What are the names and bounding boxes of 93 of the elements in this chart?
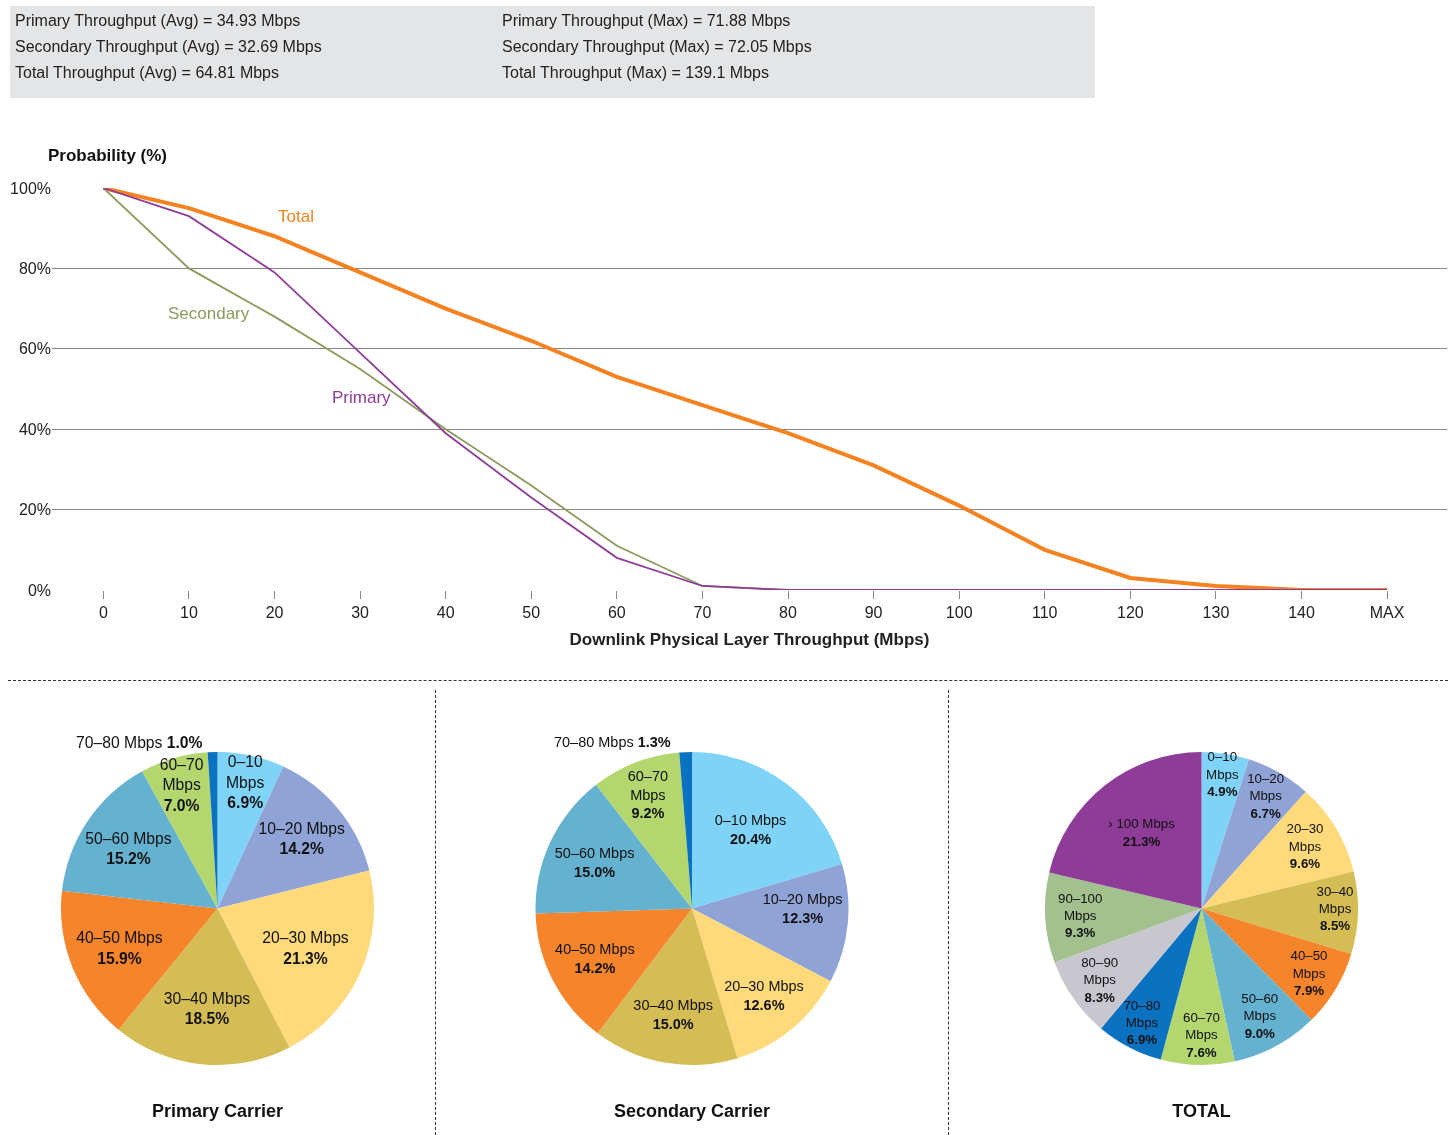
slice-label: 50–60 Mbps	[85, 829, 172, 847]
data-label: 18.5%	[184, 1010, 230, 1028]
data-label: 7.6%	[1186, 1044, 1217, 1060]
slice-label: 10–20 Mbps	[1247, 771, 1285, 804]
x-tick-label: 10	[180, 604, 198, 622]
data-label: 1.0%	[166, 733, 203, 751]
text: Primary Throughput (Avg) = 34.93 Mbps	[15, 12, 302, 31]
text: Primary Throughput (Max) = 71.88 Mbps	[502, 12, 792, 31]
data-label: 12.6%	[743, 996, 785, 1013]
slice-label: 30–40 Mbps	[163, 989, 251, 1007]
slice-label: 50–60 Mbps	[554, 844, 635, 861]
data-label: 15.2%	[106, 850, 151, 868]
text: Secondary Throughput (Avg) = 32.69 Mbps	[15, 38, 323, 57]
text: Secondary Throughput (Max) = 72.05 Mbps	[502, 38, 813, 57]
data-label: 21.3%	[1122, 833, 1161, 849]
data-label: 8.3%	[1084, 989, 1116, 1005]
slice-label: 20–30 Mbps	[262, 929, 349, 947]
x-tick-label: MAX	[1369, 604, 1405, 622]
slice-label: › 100 Mbps	[1108, 816, 1176, 832]
data-label: 6.9%	[227, 794, 264, 812]
x-tick-label: 60	[607, 604, 626, 622]
slice-label: 20–30 Mbps	[1286, 821, 1324, 854]
x-tick-label: 70	[693, 604, 712, 622]
pie-slice	[1160, 908, 1235, 1065]
data-label: 8.5%	[1319, 918, 1351, 934]
y-tick-label: 40%	[18, 420, 51, 438]
slice-label: 40–50 Mbps	[1290, 948, 1328, 981]
y-tick-label: 60%	[18, 340, 51, 358]
x-tick-label: 30	[351, 604, 370, 622]
slice-label: 70–80 Mbps	[1123, 997, 1161, 1031]
slice-label: 70–80 Mbps	[554, 734, 634, 751]
data-label: 7.9%	[1293, 983, 1325, 999]
data-label: 20.4%	[730, 831, 772, 848]
slice-label: 90–100 Mbps	[1058, 890, 1103, 924]
text: Total Throughput (Max) = 139.1 Mbps	[502, 64, 770, 83]
data-label: 15.0%	[574, 863, 616, 880]
series-label: Primary	[332, 388, 392, 407]
x-tick-label: 20	[265, 604, 284, 622]
slice-label: 60–70 Mbps	[627, 767, 668, 803]
x-tick-label: 0	[98, 604, 108, 622]
data-label: 6.9%	[1126, 1032, 1158, 1048]
y-axis-title: Probability (%)	[48, 146, 168, 165]
data-label: 6.7%	[1250, 805, 1281, 821]
slice-label: 60–70 Mbps	[1183, 1010, 1220, 1043]
y-tick-label: 100%	[10, 179, 51, 197]
text: Total Throughput (Avg) = 64.81 Mbps	[15, 64, 280, 83]
x-tick-label: 110	[1032, 604, 1058, 622]
x-tick-label: 50	[522, 604, 541, 622]
data-label: 1.3%	[637, 734, 671, 751]
slice-label: 0–10 Mbps	[1206, 749, 1239, 782]
x-tick-label: 80	[779, 604, 798, 622]
x-tick-label: 130	[1202, 604, 1230, 622]
text: Primary Carrier	[151, 1101, 284, 1122]
data-label: 12.3%	[782, 909, 824, 926]
slice-label: 50–60 Mbps	[1241, 991, 1279, 1024]
slice-label: 80–90 Mbps	[1081, 955, 1119, 988]
y-tick-label: 0%	[27, 581, 51, 599]
data-label: 9.2%	[631, 805, 665, 822]
slice-label: 0–10 Mbps	[714, 812, 787, 829]
data-label: 14.2%	[574, 959, 616, 976]
data-label: 9.6%	[1289, 856, 1321, 872]
slice-label: 10–20 Mbps	[258, 819, 346, 837]
text: Secondary Carrier	[613, 1101, 771, 1122]
x-tick-label: 140	[1288, 604, 1315, 622]
data-label: 15.0%	[652, 1015, 694, 1032]
x-tick-label: 100	[945, 604, 973, 622]
data-label: 15.9%	[97, 949, 142, 967]
series-label: Secondary	[168, 304, 250, 323]
line-series	[101, 188, 1390, 590]
pie-slice	[1049, 752, 1202, 909]
slice-label: 30–40 Mbps	[633, 996, 713, 1013]
x-axis-title: Downlink Physical Layer Throughput (Mbps)	[569, 629, 930, 649]
data-label: 7.0%	[163, 796, 200, 814]
x-tick-label: 90	[864, 604, 883, 622]
slice-label: 60–70 Mbps	[159, 755, 204, 794]
slice-label: 0–10 Mbps	[226, 753, 265, 791]
slice-label: 10–20 Mbps	[762, 890, 843, 907]
text: TOTAL	[1172, 1101, 1231, 1122]
data-label: 9.3%	[1065, 925, 1096, 941]
data-label: 9.0%	[1244, 1025, 1276, 1041]
x-tick-label: 40	[436, 604, 455, 622]
slice-label: 20–30 Mbps	[724, 977, 804, 994]
data-label: 21.3%	[283, 949, 328, 967]
y-tick-label: 20%	[18, 501, 51, 519]
y-tick-label: 80%	[18, 260, 51, 277]
slice-label: 30–40 Mbps	[1316, 883, 1354, 916]
x-tick-label: 120	[1116, 604, 1144, 622]
data-label: 4.9%	[1207, 783, 1238, 799]
slice-label: 40–50 Mbps	[76, 929, 163, 947]
slice-label: 40–50 Mbps	[555, 941, 635, 958]
series-label: Total	[278, 207, 314, 226]
data-label: 14.2%	[279, 840, 325, 858]
slice-label: 70–80 Mbps	[76, 733, 163, 751]
